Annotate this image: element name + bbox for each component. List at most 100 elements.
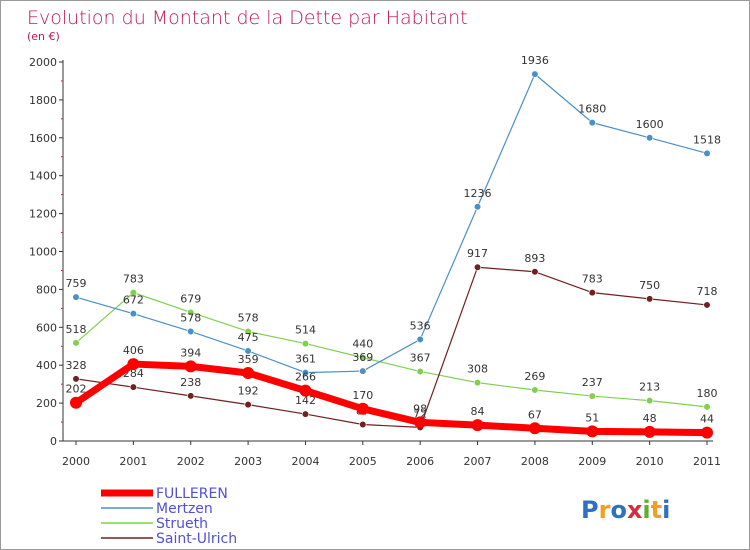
data-label: 475 — [238, 331, 259, 344]
y-tick-label: 1400 — [29, 170, 57, 183]
data-label: 750 — [639, 279, 660, 292]
data-label: 759 — [66, 277, 87, 290]
x-tick-label: 2000 — [62, 455, 90, 468]
data-label: 237 — [582, 376, 603, 389]
y-tick-label: 600 — [36, 321, 57, 334]
data-point — [646, 295, 654, 303]
data-label: 578 — [180, 311, 201, 324]
data-label: 192 — [238, 385, 259, 398]
data-label: 718 — [697, 285, 718, 298]
data-label: 328 — [66, 359, 87, 372]
data-point — [359, 367, 367, 375]
data-label: 578 — [238, 311, 259, 324]
x-tick-label: 2007 — [464, 455, 492, 468]
x-tick-label: 2009 — [578, 455, 606, 468]
data-point — [187, 308, 195, 316]
data-point — [471, 419, 484, 432]
y-tick-label: 1000 — [29, 246, 57, 259]
x-tick-label: 2004 — [291, 455, 319, 468]
series-fulleren: 202 406 394 359 266 170 98 84 67 51 48 44 — [66, 344, 714, 439]
data-point — [586, 425, 599, 438]
data-point — [299, 384, 312, 397]
series-strueth: 518 783 679 578 514 440 367 308 269 237 213 180 — [66, 273, 718, 411]
data-point — [531, 386, 539, 394]
data-point — [646, 134, 654, 142]
data-point — [703, 301, 711, 309]
data-label: 359 — [238, 353, 259, 366]
legend-label-strueth: Strueth — [156, 516, 208, 532]
data-label: 1518 — [693, 133, 721, 146]
data-label: 1600 — [636, 118, 664, 131]
series-line — [75, 292, 708, 408]
series-line — [75, 266, 708, 428]
legend-label-mertzen: Mertzen — [156, 501, 213, 517]
data-label: 269 — [524, 370, 545, 383]
data-point — [531, 70, 539, 78]
data-point — [187, 327, 195, 336]
data-point — [244, 327, 252, 336]
data-label: 48 — [643, 412, 657, 425]
data-point — [703, 149, 711, 157]
logo-letter: i — [662, 496, 670, 524]
data-point — [414, 416, 427, 429]
y-tick-label: 1800 — [29, 94, 57, 107]
data-label: 44 — [700, 413, 714, 426]
legend-label-fulleren: FULLEREN — [156, 486, 228, 502]
data-label: 180 — [697, 387, 718, 400]
data-label: 1936 — [521, 54, 549, 67]
x-tick-label: 2003 — [234, 455, 262, 468]
data-label: 367 — [410, 351, 431, 364]
data-point — [301, 339, 310, 348]
data-point — [473, 379, 482, 387]
data-point — [528, 422, 541, 435]
data-label: 84 — [471, 405, 485, 418]
data-point — [701, 426, 713, 439]
y-tick-label: 0 — [50, 435, 57, 448]
data-label: 394 — [180, 346, 201, 359]
proxiti-logo-text: Proxiti — [581, 496, 670, 524]
chart-subtitle: (en €) — [27, 30, 60, 43]
legend-label-saint-ulrich: Saint-Ulrich — [156, 531, 237, 547]
data-label: 893 — [524, 252, 545, 265]
data-label: 238 — [180, 376, 201, 389]
data-label: 170 — [352, 389, 373, 402]
y-tick-label: 400 — [36, 359, 57, 372]
data-label: 679 — [180, 292, 201, 305]
y-tick-label: 800 — [36, 283, 57, 296]
x-tick-label: 2008 — [521, 455, 549, 468]
data-label: 783 — [123, 273, 144, 286]
data-point — [588, 392, 596, 400]
data-point — [244, 401, 252, 409]
data-point — [70, 396, 82, 409]
data-point — [129, 310, 137, 318]
data-label: 440 — [352, 338, 373, 351]
data-label: 518 — [66, 323, 87, 336]
data-point — [703, 403, 711, 411]
data-label: 672 — [123, 294, 144, 307]
y-tick-label: 1600 — [29, 132, 57, 145]
axes: 0 200 400 600 800 1000 1200 1400 1600 1800 2000 200… — [29, 56, 721, 468]
data-label: 783 — [582, 273, 603, 286]
data-label: 142 — [295, 394, 316, 407]
data-point — [301, 368, 310, 377]
data-point — [588, 289, 596, 297]
proxiti-logo: Proxiti — [581, 496, 670, 524]
y-tick-label: 200 — [36, 397, 57, 410]
data-point — [244, 347, 252, 355]
series-mertzen: 759 672 578 475 361 369 536 1236 1936 1680 1600 151… — [66, 54, 721, 377]
data-point — [359, 420, 367, 429]
data-point — [473, 263, 482, 271]
data-label: 51 — [585, 411, 599, 424]
logo-letter: x — [627, 496, 643, 524]
chart-title: Evolution du Montant de la Dette par Hab… — [27, 7, 468, 29]
data-point — [187, 392, 195, 400]
x-tick-label: 2005 — [349, 455, 377, 468]
data-point — [184, 360, 197, 373]
data-point — [643, 425, 656, 438]
data-point — [416, 335, 424, 344]
data-label: 1236 — [464, 187, 492, 200]
x-tick-label: 2006 — [406, 455, 434, 468]
data-point — [356, 402, 369, 415]
